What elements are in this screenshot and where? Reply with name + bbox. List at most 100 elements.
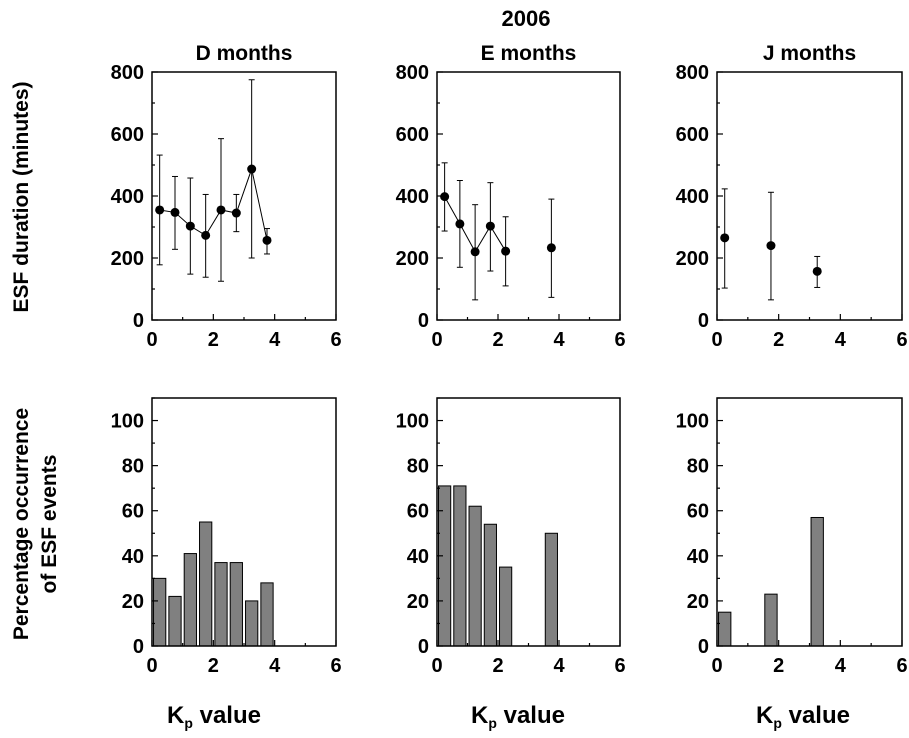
x-axis-label-k: K (167, 702, 185, 729)
y-tick-label: 600 (676, 124, 709, 146)
bar (214, 562, 228, 647)
y-axis-label-bottom-line1: Percentage occurrence (10, 408, 33, 640)
y-tick-label: 20 (122, 591, 144, 613)
data-point (455, 219, 465, 229)
y-tick-label: 20 (407, 591, 429, 613)
y-tick-label: 400 (396, 186, 429, 208)
x-tick-label: 6 (330, 329, 341, 351)
data-point (501, 246, 511, 256)
data-point (170, 207, 180, 217)
x-tick-label: 0 (711, 329, 722, 351)
plot-frame (151, 71, 337, 321)
y-tick-label: 0 (418, 636, 429, 658)
y-tick-label: 80 (122, 456, 144, 478)
panel-top-right: 0 2 4 6 0 200 400 600 800 J months (676, 42, 908, 351)
bar (153, 577, 167, 647)
y-tick-label: 60 (687, 501, 709, 523)
x-tick-label: 4 (553, 655, 565, 677)
data-point (262, 235, 272, 245)
data-point (766, 241, 776, 251)
x-axis-label-value: value (193, 702, 261, 729)
bar (483, 523, 497, 647)
x-axis-label-subscript: p (488, 715, 497, 731)
x-tick-label: 0 (431, 655, 442, 677)
y-tick-label: 100 (676, 411, 709, 433)
y-tick-label: 100 (396, 411, 429, 433)
x-tick-label: 4 (269, 655, 281, 677)
x-tick-label: 2 (492, 329, 503, 351)
y-tick-label: 200 (396, 248, 429, 270)
bar (810, 516, 824, 647)
panel-title: D months (196, 42, 293, 65)
x-tick-label: 6 (896, 655, 907, 677)
bar (544, 532, 558, 647)
y-tick-label: 200 (111, 248, 144, 270)
y-tick-label: 200 (676, 248, 709, 270)
y-tick-label: 40 (687, 546, 709, 568)
x-tick-label: 6 (614, 329, 625, 351)
y-tick-label: 0 (133, 310, 144, 332)
series-line (159, 167, 268, 241)
bar (718, 611, 732, 647)
x-axis-label-k: K (756, 702, 774, 729)
x-tick-label: 2 (208, 655, 219, 677)
x-tick-label: 0 (146, 329, 157, 351)
y-tick-label: 40 (407, 546, 429, 568)
data-point (216, 205, 226, 215)
x-axis-label-middle: Kp value (471, 702, 565, 731)
x-tick-label: 0 (711, 655, 722, 677)
x-tick-label: 2 (773, 655, 784, 677)
y-tick-label: 800 (396, 62, 429, 84)
bar (168, 595, 182, 647)
y-tick-label: 80 (687, 456, 709, 478)
x-tick-label: 0 (431, 329, 442, 351)
y-tick-label: 0 (418, 310, 429, 332)
x-tick-label: 0 (146, 655, 157, 677)
x-tick-label: 2 (773, 329, 784, 351)
plot-frame (716, 71, 903, 321)
bar (245, 600, 259, 647)
panel-top-middle: 0 2 4 6 0 200 400 600 800 E months (396, 42, 626, 351)
bar (453, 485, 467, 647)
y-tick-label: 400 (111, 186, 144, 208)
plot-frame (436, 71, 621, 321)
data-point (231, 208, 241, 218)
data-point (470, 247, 480, 257)
y-tick-label: 600 (396, 124, 429, 146)
x-axis-label-left: Kp value (167, 702, 261, 731)
x-axis-label-k: K (471, 702, 489, 729)
x-tick-label: 2 (208, 329, 219, 351)
bar (468, 505, 482, 647)
y-tick-label: 20 (687, 591, 709, 613)
data-point (201, 230, 211, 240)
y-tick-label: 800 (676, 62, 709, 84)
y-axis-label-bottom-line2: of ESF events (38, 455, 61, 594)
data-point (155, 205, 165, 215)
bar (199, 521, 213, 647)
bar (499, 566, 513, 647)
x-tick-label: 2 (492, 655, 503, 677)
y-tick-label: 0 (133, 636, 144, 658)
panel-title: J months (763, 42, 856, 65)
data-point (546, 243, 556, 253)
panel-title: E months (481, 42, 577, 65)
plot-frame (716, 397, 903, 647)
bar (183, 553, 197, 647)
x-axis-label-subscript: p (184, 715, 193, 731)
bar (438, 485, 452, 647)
x-axis-label-value: value (497, 702, 565, 729)
y-tick-label: 800 (111, 62, 144, 84)
y-tick-label: 80 (407, 456, 429, 478)
bar (260, 582, 274, 647)
data-point (185, 221, 195, 231)
data-point (440, 192, 450, 202)
data-point (247, 164, 257, 174)
x-tick-label: 4 (835, 655, 847, 677)
bar (764, 593, 778, 647)
y-tick-label: 100 (111, 411, 144, 433)
